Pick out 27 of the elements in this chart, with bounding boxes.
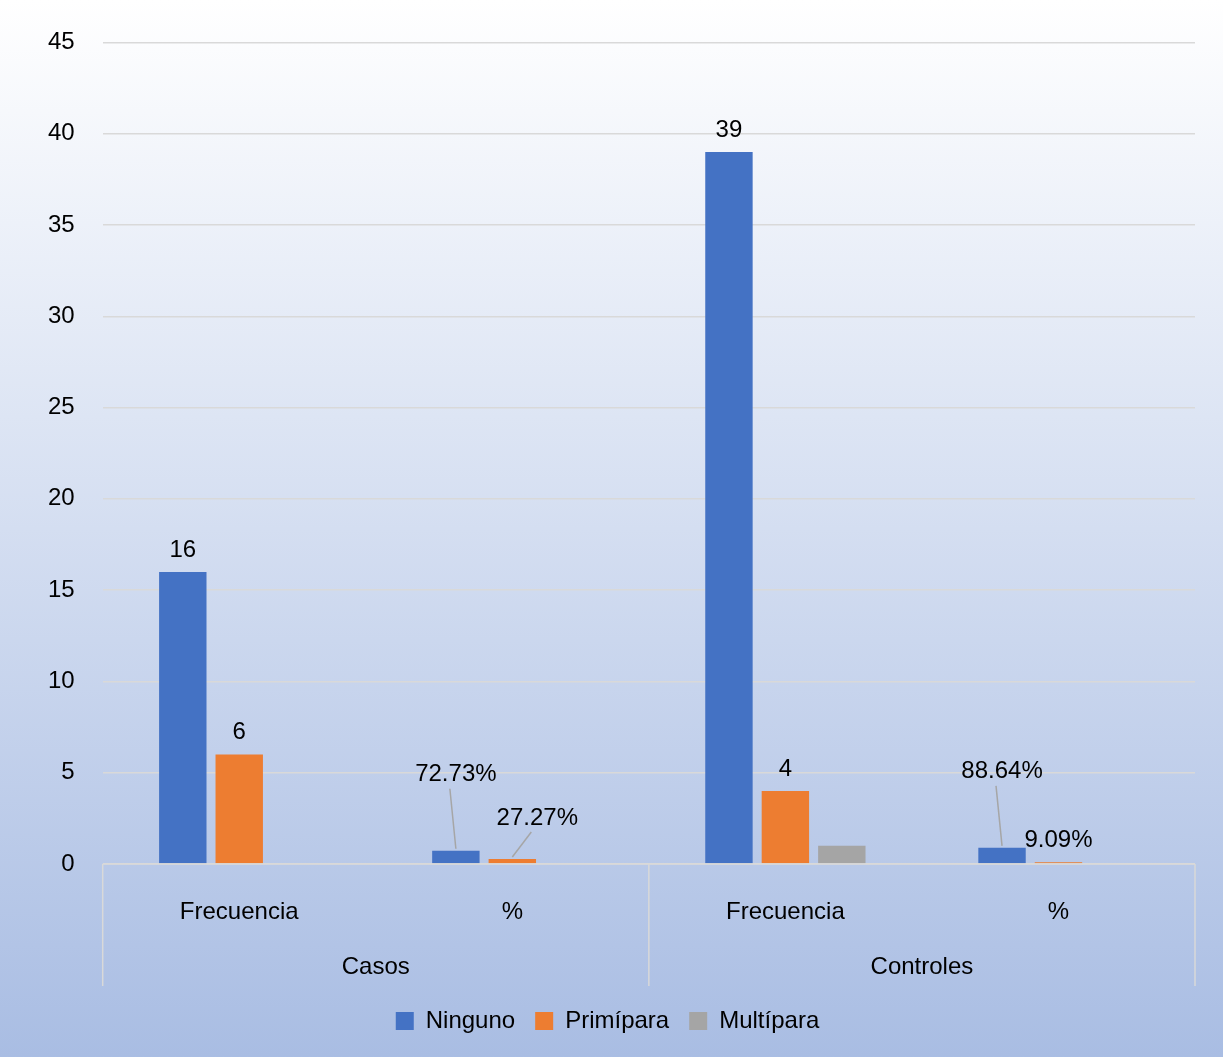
text: Casos (341, 951, 410, 979)
data-label: 4 (778, 753, 793, 781)
y-tick-label: 35 (47, 209, 75, 237)
y-tick-label: 40 (47, 118, 75, 146)
data-label: 16 (169, 534, 197, 562)
y-tick-label: 20 (47, 483, 75, 511)
text: Controles (870, 951, 974, 979)
x-tick-label: % (501, 897, 523, 925)
x-tick-label: Frecuencia (726, 897, 846, 925)
x-tick-label: Frecuencia (179, 897, 300, 925)
y-tick-label: 10 (47, 666, 75, 694)
x-tick-label: % (1047, 897, 1070, 925)
legend-label: Primípara (565, 1005, 670, 1033)
y-tick-label: 5 (61, 757, 75, 785)
y-tick-label: 0 (61, 848, 75, 876)
data-label: 6 (232, 717, 246, 745)
y-tick-label: 25 (47, 392, 75, 420)
data-label: 39 (715, 114, 743, 142)
y-tick-label: 45 (47, 27, 75, 55)
y-tick-label: 15 (47, 574, 75, 602)
data-label: 9.09% (1024, 824, 1093, 852)
data-label: 72.73% (415, 759, 497, 787)
legend-label: Multípara (719, 1005, 820, 1033)
data-label: 88.64% (961, 756, 1043, 784)
legend-label: Ninguno (425, 1005, 516, 1033)
data-label: 27.27% (496, 802, 579, 830)
y-tick-label: 30 (47, 300, 75, 328)
